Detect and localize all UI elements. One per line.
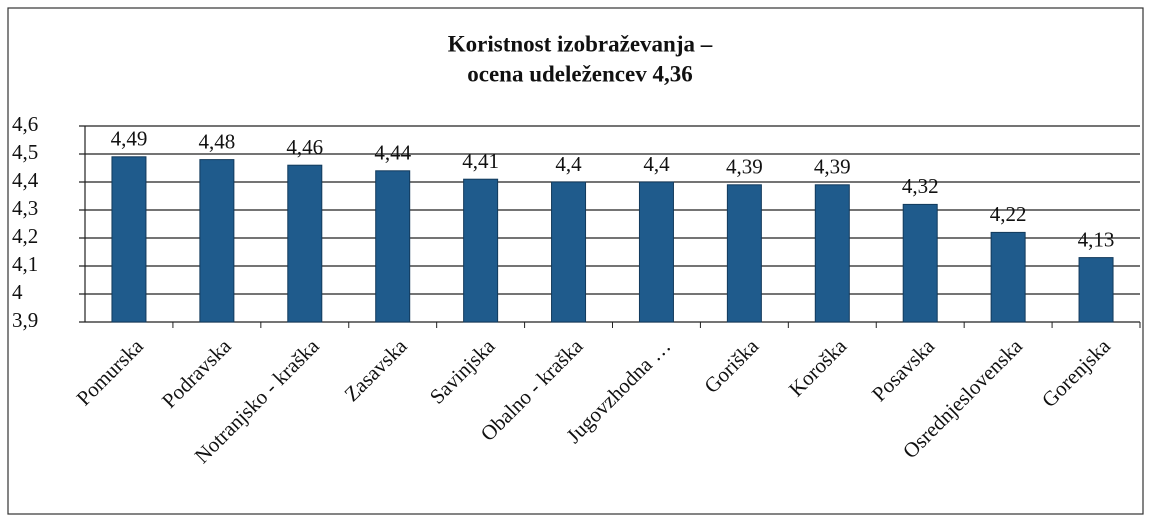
- data-label: 4,44: [374, 141, 411, 165]
- y-tick-label: 4,2: [12, 224, 38, 248]
- data-label: 4,4: [555, 152, 582, 176]
- data-label: 4,41: [462, 149, 499, 173]
- bar: [199, 159, 235, 323]
- data-label: 4,39: [814, 155, 851, 179]
- bar: [902, 203, 938, 323]
- bar: [463, 178, 499, 323]
- data-label: 4,13: [1078, 227, 1115, 251]
- data-label: 4,22: [990, 202, 1027, 226]
- chart-title: ocena udeležencev 4,36: [467, 61, 692, 86]
- bar: [990, 231, 1026, 323]
- y-tick-label: 4,6: [12, 112, 38, 136]
- data-label: 4,32: [902, 174, 939, 198]
- y-tick-label: 4,3: [12, 196, 38, 220]
- bar: [551, 181, 587, 323]
- data-label: 4,46: [286, 135, 323, 159]
- bar: [287, 164, 323, 323]
- y-tick-label: 3,9: [12, 308, 38, 332]
- data-label: 4,49: [111, 127, 148, 151]
- bar: [814, 184, 850, 323]
- bar: [726, 184, 762, 323]
- y-tick-label: 4: [12, 280, 23, 304]
- y-tick-label: 4,5: [12, 140, 38, 164]
- bar: [1078, 257, 1114, 323]
- chart-title: Koristnost izobraževanja –: [448, 31, 713, 56]
- data-label: 4,48: [199, 129, 236, 153]
- bar: [111, 156, 147, 323]
- data-label: 4,39: [726, 155, 763, 179]
- y-tick-label: 4,4: [12, 168, 39, 192]
- data-label: 4,4: [643, 152, 670, 176]
- bar: [375, 170, 411, 323]
- bar: [638, 181, 674, 323]
- y-tick-label: 4,1: [12, 252, 38, 276]
